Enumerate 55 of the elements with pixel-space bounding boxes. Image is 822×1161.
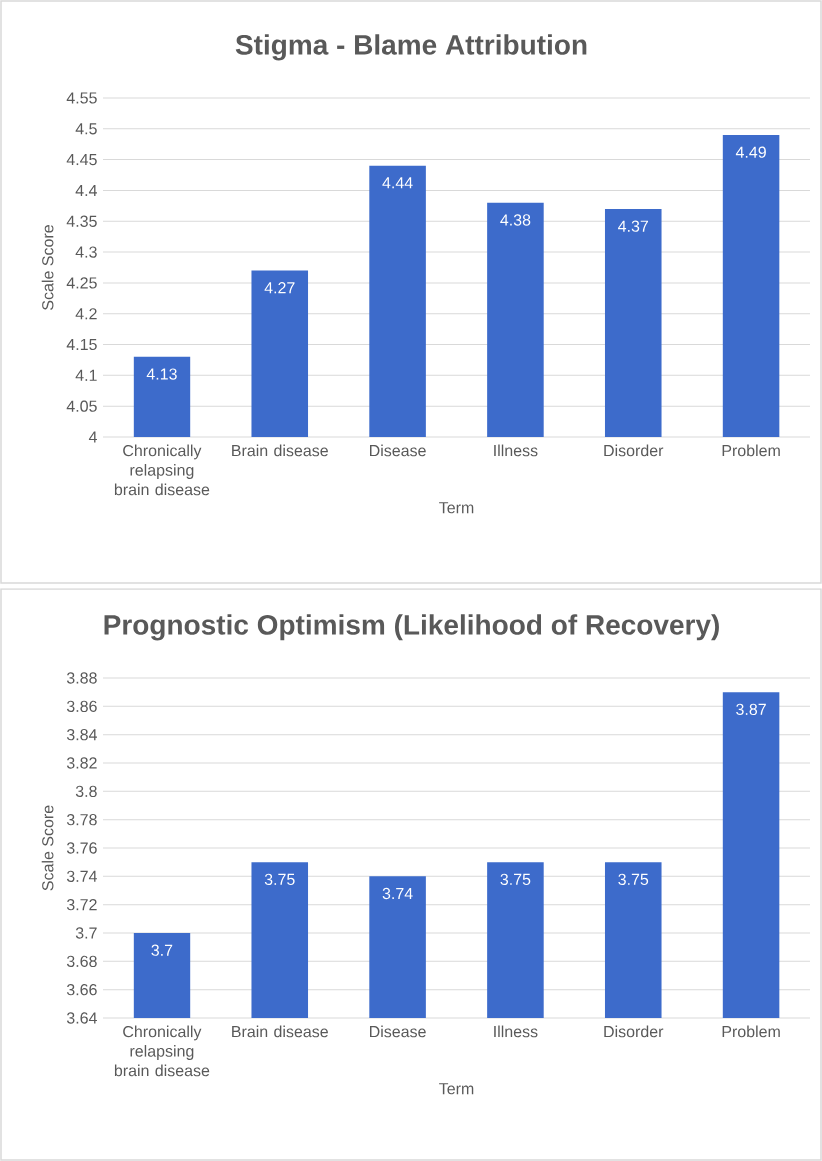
data-label: 3.7 bbox=[151, 944, 173, 956]
x-axis-title: Term bbox=[439, 1083, 474, 1095]
x-tick-label: Illness bbox=[494, 1025, 538, 1038]
y-tick-label: 3.8 bbox=[75, 785, 97, 797]
y-tick-label: 3.84 bbox=[66, 729, 97, 741]
y-tick-label: 3.88 bbox=[66, 672, 97, 684]
chart-title: Prognostic Optimism (Likelihood of Recovery) bbox=[104, 614, 719, 641]
data-label: 4.49 bbox=[735, 146, 766, 158]
y-axis-title: Scale Score bbox=[41, 805, 54, 891]
x-tick-label: Chronically relapsing brain disease bbox=[114, 1025, 210, 1077]
chart-title: Stigma - Blame Attribution bbox=[235, 34, 587, 61]
data-label: 4.27 bbox=[264, 282, 295, 294]
y-tick-label: 3.82 bbox=[66, 757, 97, 769]
x-tick-label: Disorder bbox=[604, 444, 664, 457]
data-label: 4.37 bbox=[618, 220, 649, 232]
y-tick-label: 3.78 bbox=[66, 814, 97, 826]
data-label: 4.44 bbox=[382, 177, 413, 189]
data-label: 3.87 bbox=[736, 703, 766, 716]
data-label: 4.13 bbox=[146, 368, 177, 380]
y-tick-label: 3.64 bbox=[66, 1012, 97, 1024]
data-label: 3.75 bbox=[500, 873, 531, 886]
y-tick-label: 3.86 bbox=[66, 700, 97, 712]
x-tick-label: Disease bbox=[370, 444, 426, 457]
x-tick-label: Disorder bbox=[604, 1025, 664, 1038]
x-tick-label: Illness bbox=[494, 444, 538, 457]
y-tick-label: 4.5 bbox=[75, 123, 97, 135]
x-tick-label: Disease bbox=[370, 1025, 426, 1038]
y-tick-label: 4.4 bbox=[75, 184, 97, 196]
x-axis-title: Term bbox=[439, 502, 474, 514]
y-tick-label: 4.25 bbox=[66, 277, 97, 289]
y-tick-label: 3.72 bbox=[66, 899, 97, 911]
y-tick-label: 3.76 bbox=[66, 842, 97, 854]
data-label: 3.75 bbox=[618, 873, 649, 886]
x-tick-label: Brain disease bbox=[232, 1025, 328, 1038]
y-tick-label: 3.68 bbox=[66, 955, 97, 967]
x-tick-label: Problem bbox=[722, 444, 780, 457]
x-tick-label: Problem bbox=[722, 1025, 780, 1038]
y-tick-label: 4.15 bbox=[66, 338, 97, 351]
x-tick-label: Chronically relapsing brain disease bbox=[114, 444, 210, 496]
y-tick-label: 4.05 bbox=[66, 400, 97, 412]
y-tick-label: 4.35 bbox=[66, 215, 97, 227]
data-label: 3.74 bbox=[382, 887, 413, 900]
y-tick-label: 3.7 bbox=[75, 927, 97, 939]
x-tick-label: Brain disease bbox=[232, 444, 328, 457]
y-tick-label: 4.45 bbox=[66, 154, 97, 166]
data-label: 3.75 bbox=[264, 873, 295, 886]
y-tick-label: 4.1 bbox=[75, 369, 97, 381]
y-tick-label: 4.2 bbox=[75, 308, 97, 320]
y-tick-label: 4 bbox=[88, 431, 97, 443]
y-tick-label: 3.74 bbox=[66, 870, 97, 882]
y-axis-title: Scale Score bbox=[41, 225, 54, 310]
y-tick-label: 3.66 bbox=[66, 984, 97, 996]
y-tick-label: 4.55 bbox=[66, 92, 97, 104]
y-tick-label: 4.3 bbox=[75, 246, 97, 258]
data-label: 4.38 bbox=[500, 214, 531, 226]
